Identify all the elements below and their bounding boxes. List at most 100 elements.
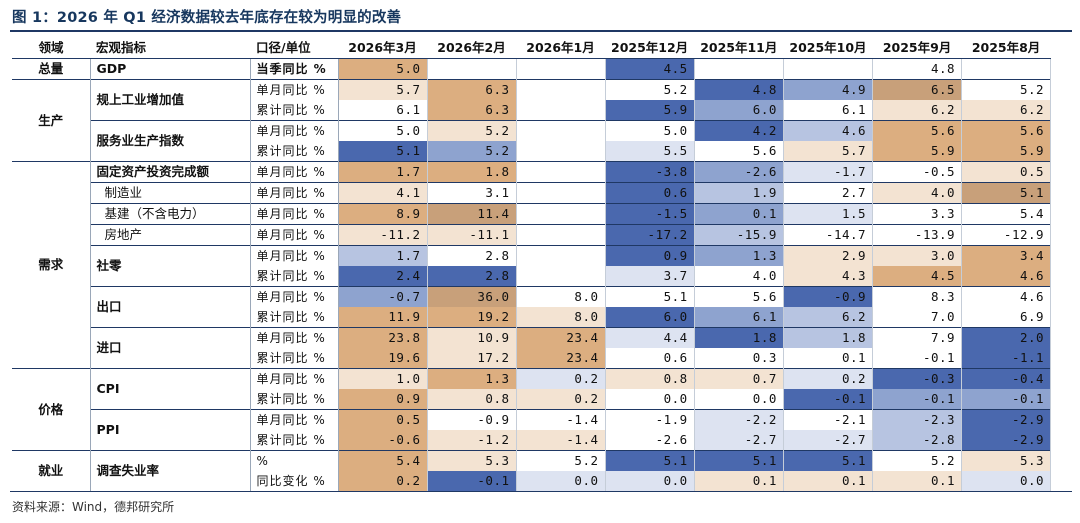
value-cell: 1.3 (427, 368, 517, 389)
value-cell: 1.0 (338, 368, 428, 389)
value-cell (516, 141, 606, 162)
value-cell: 5.1 (605, 450, 695, 471)
value-cell: 0.9 (338, 389, 428, 410)
value-cell: 8.3 (872, 286, 963, 307)
value-cell: 6.1 (783, 100, 874, 121)
value-cell: 4.4 (605, 327, 695, 348)
value-cell: 0.8 (427, 389, 517, 410)
caliber-cell: 单月同比 % (250, 79, 339, 100)
value-cell: -2.7 (694, 430, 784, 451)
value-cell (516, 100, 606, 121)
caliber-cell: 累计同比 % (250, 141, 339, 162)
value-cell: 6.1 (694, 307, 784, 328)
value-cell: 5.1 (694, 450, 784, 471)
value-cell: -2.9 (961, 409, 1052, 430)
value-cell: 5.1 (961, 182, 1052, 204)
value-cell: 3.1 (427, 182, 517, 204)
value-cell: 0.0 (961, 471, 1052, 491)
value-cell: 6.3 (427, 79, 517, 100)
value-cell: 19.6 (338, 348, 428, 369)
value-cell: -1.4 (516, 430, 606, 451)
table-row: PPI 单月同比 % 0.5 -0.9 -1.4 -1.9 -2.2 -2.1 -2.3 -2.9 (12, 409, 1052, 451)
value-cell: 2.8 (427, 245, 517, 266)
value-cell: 4.5 (872, 266, 963, 287)
value-cell: -2.3 (872, 409, 963, 430)
value-cell: 0.1 (783, 348, 874, 369)
value-cell: 23.4 (516, 327, 606, 348)
value-cell: -1.7 (783, 161, 874, 183)
value-cell (516, 161, 606, 183)
value-cell: 1.7 (338, 161, 428, 183)
value-cell: 4.6 (783, 120, 874, 141)
value-cell: -11.1 (427, 224, 517, 246)
value-cell: -2.9 (961, 430, 1052, 451)
value-cell: -0.9 (783, 286, 874, 307)
header-month: 2026年3月 (338, 38, 427, 59)
value-cell: 23.8 (338, 327, 428, 348)
value-cell: 7.0 (872, 307, 963, 328)
caliber-cell: 单月同比 % (250, 203, 339, 225)
value-cell: 5.9 (605, 100, 695, 121)
value-cell (516, 120, 606, 141)
indicator-cell: 社零 (90, 245, 251, 287)
table-row: 社零 单月同比 % 1.7 2.8 0.9 1.3 2.9 3.0 3.4 (12, 245, 1052, 287)
value-cell: -2.6 (605, 430, 695, 451)
table-row: 出口 单月同比 % -0.7 36.0 8.0 5.1 5.6 -0.9 8.3 4.6 (12, 286, 1052, 328)
value-cell: -1.4 (516, 409, 606, 430)
value-cell: 3.0 (872, 245, 963, 266)
value-cell: 4.1 (338, 182, 428, 204)
caliber-cell: 累计同比 % (250, 266, 339, 287)
value-cell: 0.0 (605, 389, 695, 410)
table-row: 就业 调查失业率% 5.4 5.3 5.2 5.1 5.1 5.1 5.2 5.3 (12, 450, 1052, 491)
indicator-cell: 固定资产投资完成额 (90, 161, 251, 183)
header-month: 2025年9月 (872, 38, 962, 59)
header-month: 2025年12月 (605, 38, 695, 59)
value-cell: -1.2 (427, 430, 517, 451)
indicator-cell: GDP (90, 58, 251, 80)
value-cell: 5.7 (338, 79, 428, 100)
value-cell: 3.4 (961, 245, 1052, 266)
value-cell: 6.0 (694, 100, 784, 121)
table-row: 生产 规上工业增加值 单月同比 % 5.7 6.3 5.2 4.8 4.9 6.5 5.2 (12, 79, 1052, 162)
value-cell: 23.4 (516, 348, 606, 369)
value-cell: 5.3 (961, 450, 1052, 471)
caliber-cell: 单月同比 % (250, 161, 339, 183)
domain-cell: 总量 (12, 58, 91, 80)
value-cell: 0.5 (961, 161, 1052, 183)
value-cell: 5.2 (427, 120, 517, 141)
table-row: 累计同比 % 6.1 6.3 5.9 6.0 6.1 6.2 6.2 (12, 100, 1052, 121)
value-cell: 5.2 (516, 450, 606, 471)
value-cell: 5.2 (872, 450, 963, 471)
caliber-cell: % (250, 450, 339, 471)
value-cell: 4.8 (694, 79, 784, 100)
value-cell: 2.9 (783, 245, 874, 266)
value-cell (516, 203, 606, 225)
value-cell: -2.6 (694, 161, 784, 183)
table-row: 房地产 单月同比 % -11.2 -11.1 -17.2 -15.9 -14.7 -13.9-… (12, 224, 1052, 246)
value-cell: 0.0 (605, 471, 695, 491)
domain-cell: 价格 (12, 368, 91, 451)
value-cell: 0.7 (694, 368, 784, 389)
value-cell: 8.0 (516, 307, 606, 328)
value-cell: 5.9 (872, 141, 963, 162)
value-cell: 6.0 (605, 307, 695, 328)
caliber-cell: 累计同比 % (250, 100, 339, 121)
table-row: 需求 固定资产投资完成额 单月同比 % 1.7 1.8 -3.8 -2.6 -1.7 -0.5 0… (12, 161, 1052, 369)
value-cell (516, 79, 606, 100)
caliber-cell: 同比变化 % (250, 471, 339, 491)
value-cell: 4.0 (694, 266, 784, 287)
value-cell: 0.2 (338, 471, 428, 491)
value-cell: 5.0 (605, 120, 695, 141)
value-cell: 5.2 (961, 79, 1052, 100)
indicator-cell: 基建（不含电力） (90, 203, 251, 225)
value-cell: -0.1 (872, 389, 963, 410)
header-row: 领域 宏观指标 口径/单位 2026年3月 2026年2月 2026年1月 20… (12, 38, 1051, 59)
value-cell: -0.3 (872, 368, 963, 389)
value-cell: 1.8 (694, 327, 784, 348)
value-cell: 19.2 (427, 307, 517, 328)
value-cell: -1.5 (605, 203, 695, 225)
table-row: 服务业生产指数 单月同比 % 5.0 5.2 5.0 4.2 4.6 5.6 5.6 (12, 120, 1052, 162)
caliber-cell: 累计同比 % (250, 348, 339, 369)
value-cell: 0.1 (694, 203, 784, 225)
caliber-cell: 单月同比 % (250, 327, 339, 348)
